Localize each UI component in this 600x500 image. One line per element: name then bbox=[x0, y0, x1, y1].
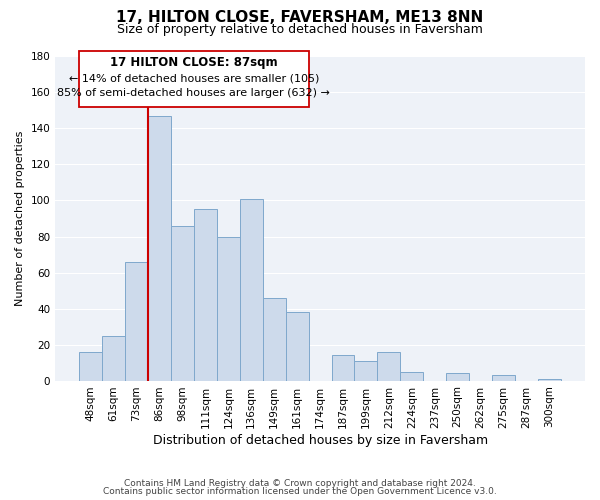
Bar bbox=[446, 374, 469, 380]
Bar bbox=[79, 352, 102, 380]
Text: ← 14% of detached houses are smaller (105): ← 14% of detached houses are smaller (10… bbox=[69, 73, 319, 83]
Text: Contains public sector information licensed under the Open Government Licence v3: Contains public sector information licen… bbox=[103, 487, 497, 496]
Bar bbox=[240, 198, 263, 380]
Bar bbox=[263, 298, 286, 380]
Bar bbox=[492, 375, 515, 380]
Bar bbox=[217, 236, 240, 380]
Text: 17 HILTON CLOSE: 87sqm: 17 HILTON CLOSE: 87sqm bbox=[110, 56, 278, 69]
Text: Contains HM Land Registry data © Crown copyright and database right 2024.: Contains HM Land Registry data © Crown c… bbox=[124, 478, 476, 488]
Text: 17, HILTON CLOSE, FAVERSHAM, ME13 8NN: 17, HILTON CLOSE, FAVERSHAM, ME13 8NN bbox=[116, 10, 484, 25]
Bar bbox=[286, 312, 308, 380]
X-axis label: Distribution of detached houses by size in Faversham: Distribution of detached houses by size … bbox=[152, 434, 488, 448]
Bar bbox=[538, 379, 561, 380]
Bar bbox=[377, 352, 400, 380]
Bar bbox=[171, 226, 194, 380]
FancyBboxPatch shape bbox=[79, 51, 308, 107]
Bar bbox=[194, 210, 217, 380]
Bar bbox=[332, 356, 355, 380]
Y-axis label: Number of detached properties: Number of detached properties bbox=[15, 131, 25, 306]
Text: Size of property relative to detached houses in Faversham: Size of property relative to detached ho… bbox=[117, 22, 483, 36]
Bar bbox=[400, 372, 423, 380]
Bar bbox=[102, 336, 125, 380]
Bar bbox=[355, 361, 377, 380]
Bar bbox=[125, 262, 148, 380]
Text: 85% of semi-detached houses are larger (632) →: 85% of semi-detached houses are larger (… bbox=[58, 88, 331, 99]
Bar bbox=[148, 116, 171, 380]
